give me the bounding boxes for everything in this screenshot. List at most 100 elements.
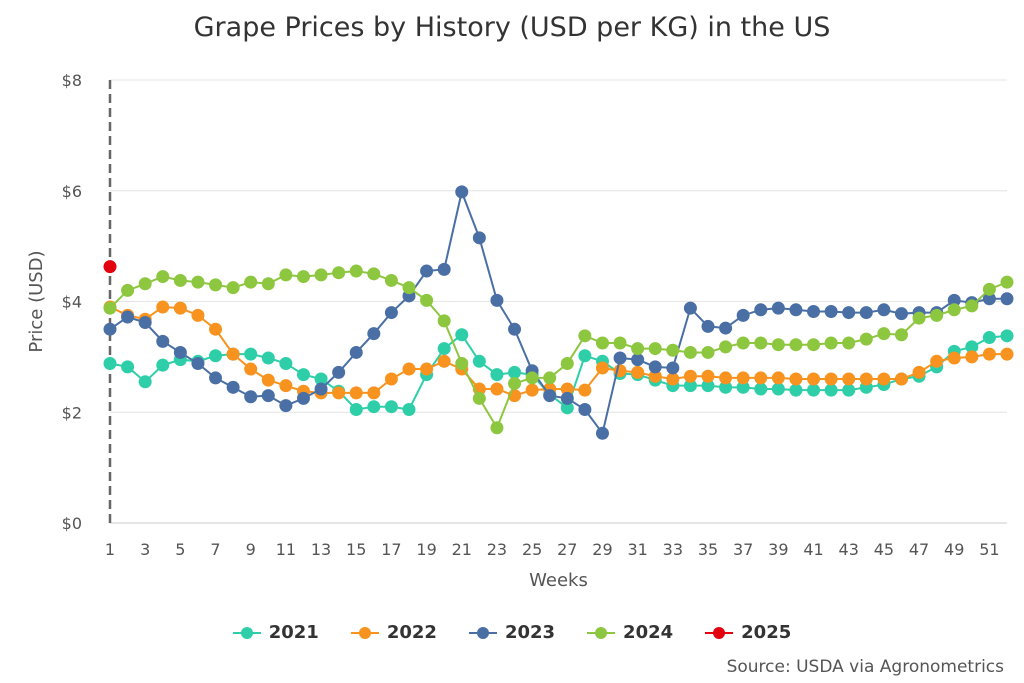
data-point-2021[interactable]	[244, 347, 258, 361]
data-point-2022[interactable]	[349, 386, 363, 400]
data-point-2024[interactable]	[648, 342, 662, 356]
data-point-2023[interactable]	[103, 322, 117, 336]
data-point-2022[interactable]	[209, 322, 223, 336]
data-point-2021[interactable]	[508, 365, 522, 379]
data-point-2024[interactable]	[261, 277, 275, 291]
data-point-2021[interactable]	[455, 328, 469, 342]
data-point-2023[interactable]	[683, 301, 697, 315]
data-point-2022[interactable]	[1000, 347, 1014, 361]
data-point-2021[interactable]	[296, 368, 310, 382]
data-point-2022[interactable]	[789, 372, 803, 386]
data-point-2024[interactable]	[736, 336, 750, 350]
data-point-2024[interactable]	[244, 275, 258, 289]
data-point-2022[interactable]	[244, 362, 258, 376]
data-point-2024[interactable]	[173, 273, 187, 287]
legend-item-2022[interactable]: 2022	[350, 622, 437, 643]
data-point-2022[interactable]	[824, 372, 838, 386]
data-point-2022[interactable]	[648, 369, 662, 383]
data-point-2022[interactable]	[701, 369, 715, 383]
data-point-2021[interactable]	[789, 383, 803, 397]
data-point-2024[interactable]	[332, 266, 346, 280]
data-point-2023[interactable]	[560, 391, 574, 405]
legend-item-2025[interactable]: 2025	[705, 622, 791, 643]
data-point-2024[interactable]	[314, 268, 328, 282]
data-point-2023[interactable]	[824, 304, 838, 318]
data-point-2022[interactable]	[719, 371, 733, 385]
data-point-2022[interactable]	[578, 383, 592, 397]
data-point-2024[interactable]	[226, 281, 240, 295]
data-point-2021[interactable]	[437, 342, 451, 356]
data-point-2021[interactable]	[701, 379, 715, 393]
data-point-2021[interactable]	[578, 349, 592, 363]
data-point-2023[interactable]	[244, 390, 258, 404]
data-point-2023[interactable]	[384, 306, 398, 320]
data-point-2023[interactable]	[191, 357, 205, 371]
data-point-2023[interactable]	[226, 380, 240, 394]
data-point-2024[interactable]	[631, 342, 645, 356]
data-point-2021[interactable]	[982, 330, 996, 344]
data-point-2024[interactable]	[420, 293, 434, 307]
data-point-2024[interactable]	[789, 338, 803, 352]
data-point-2022[interactable]	[490, 382, 504, 396]
data-point-2023[interactable]	[472, 231, 486, 245]
data-point-2022[interactable]	[771, 371, 785, 385]
data-point-2021[interactable]	[138, 375, 152, 389]
data-point-2022[interactable]	[807, 372, 821, 386]
data-point-2024[interactable]	[754, 336, 768, 350]
data-point-2024[interactable]	[894, 328, 908, 342]
data-point-2023[interactable]	[121, 310, 135, 324]
data-point-2025[interactable]	[103, 260, 117, 274]
data-point-2024[interactable]	[1000, 275, 1014, 289]
data-point-2021[interactable]	[807, 383, 821, 397]
data-point-2022[interactable]	[560, 382, 574, 396]
data-point-2021[interactable]	[771, 382, 785, 396]
data-point-2024[interactable]	[349, 264, 363, 278]
data-point-2024[interactable]	[402, 281, 416, 295]
data-point-2024[interactable]	[719, 340, 733, 354]
data-point-2023[interactable]	[947, 293, 961, 307]
data-point-2024[interactable]	[209, 278, 223, 292]
data-point-2022[interactable]	[525, 383, 539, 397]
data-point-2024[interactable]	[666, 343, 680, 357]
data-point-2024[interactable]	[560, 357, 574, 371]
data-point-2022[interactable]	[402, 362, 416, 376]
data-point-2024[interactable]	[613, 336, 627, 350]
data-point-2024[interactable]	[842, 336, 856, 350]
data-point-2024[interactable]	[578, 329, 592, 343]
data-point-2022[interactable]	[894, 372, 908, 386]
data-point-2022[interactable]	[754, 371, 768, 385]
data-point-2024[interactable]	[982, 282, 996, 296]
data-point-2021[interactable]	[472, 354, 486, 368]
data-point-2022[interactable]	[437, 354, 451, 368]
data-point-2022[interactable]	[332, 386, 346, 400]
legend-item-2024[interactable]: 2024	[587, 622, 673, 643]
data-point-2021[interactable]	[754, 382, 768, 396]
data-point-2021[interactable]	[279, 357, 293, 371]
data-point-2021[interactable]	[824, 383, 838, 397]
data-point-2022[interactable]	[420, 362, 434, 376]
data-point-2023[interactable]	[279, 399, 293, 413]
data-point-2024[interactable]	[103, 301, 117, 315]
data-point-2024[interactable]	[824, 336, 838, 350]
data-point-2023[interactable]	[877, 303, 891, 317]
data-point-2022[interactable]	[982, 347, 996, 361]
data-point-2024[interactable]	[947, 303, 961, 317]
data-point-2023[interactable]	[842, 306, 856, 320]
data-point-2023[interactable]	[648, 360, 662, 374]
data-point-2022[interactable]	[631, 365, 645, 379]
data-point-2021[interactable]	[490, 368, 504, 382]
data-point-2022[interactable]	[226, 347, 240, 361]
data-point-2023[interactable]	[1000, 292, 1014, 306]
data-point-2024[interactable]	[455, 357, 469, 371]
data-point-2024[interactable]	[543, 371, 557, 385]
data-point-2022[interactable]	[666, 372, 680, 386]
data-point-2023[interactable]	[701, 319, 715, 333]
data-point-2024[interactable]	[384, 273, 398, 287]
data-point-2024[interactable]	[191, 275, 205, 289]
data-point-2022[interactable]	[279, 379, 293, 393]
data-point-2021[interactable]	[719, 380, 733, 394]
data-point-2024[interactable]	[490, 421, 504, 435]
data-point-2023[interactable]	[209, 371, 223, 385]
data-point-2022[interactable]	[367, 386, 381, 400]
data-point-2024[interactable]	[525, 371, 539, 385]
